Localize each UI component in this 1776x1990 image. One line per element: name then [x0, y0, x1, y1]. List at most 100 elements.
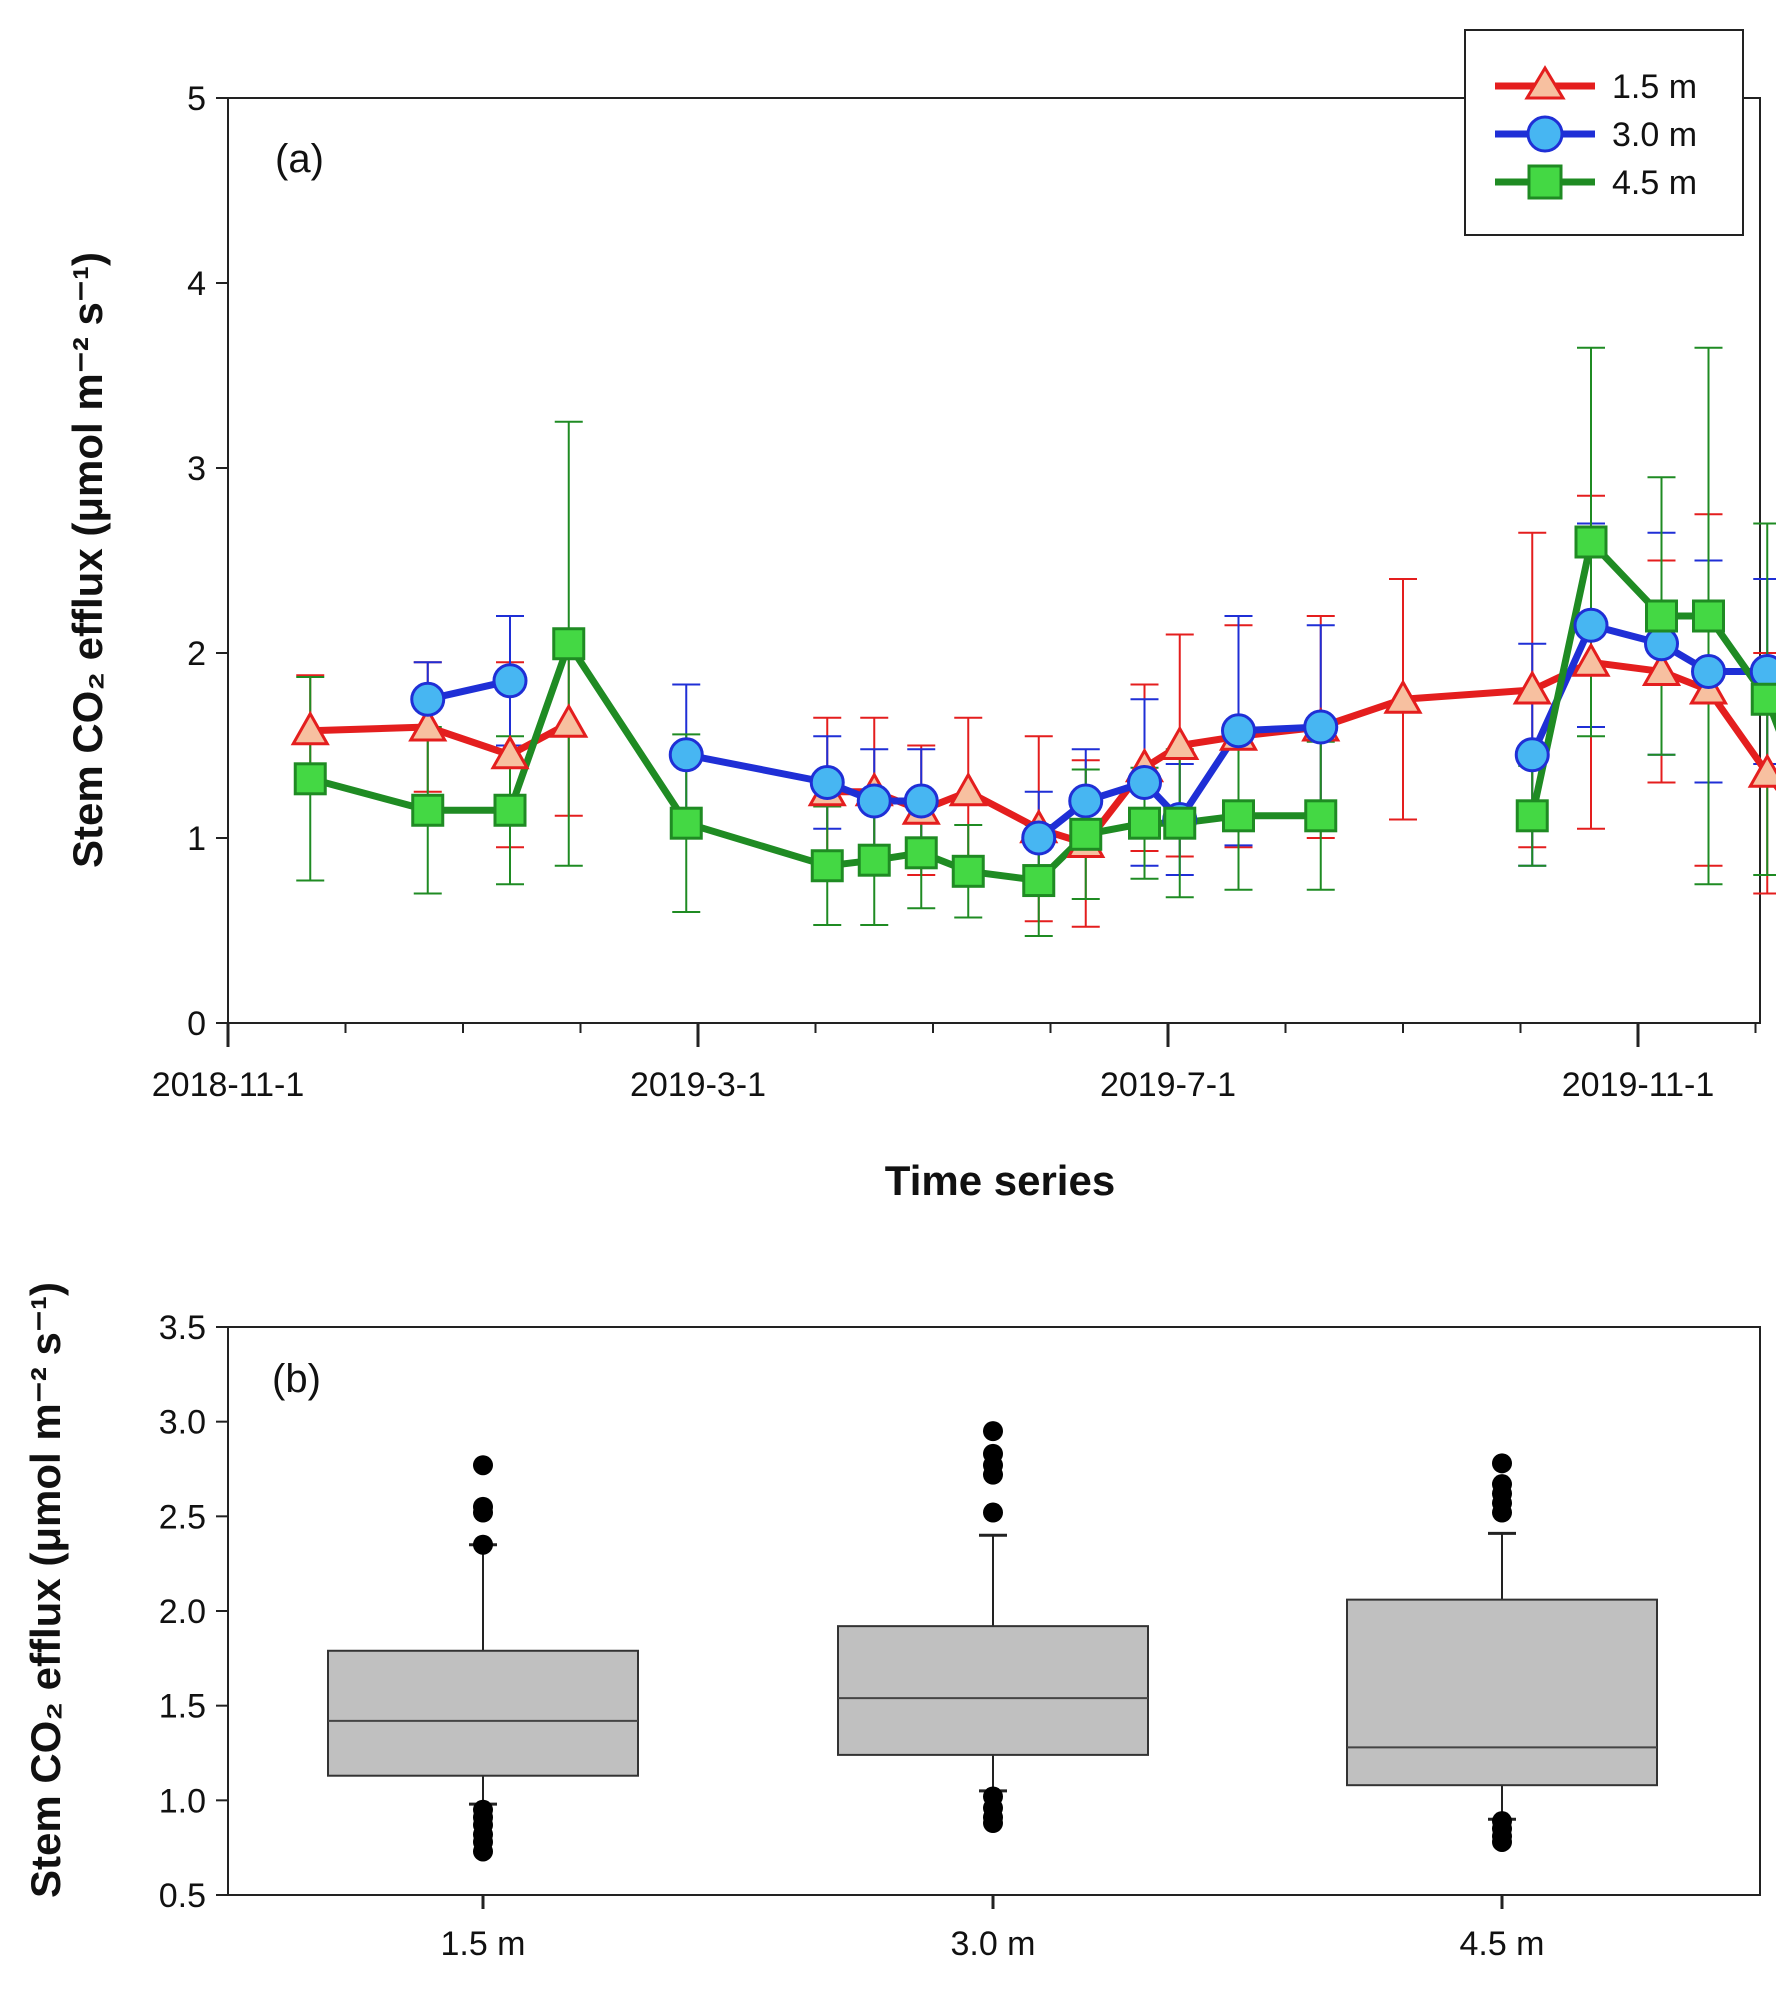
data-point-circle: [809, 765, 845, 800]
outlier-point: [1492, 1453, 1512, 1474]
panel-b-x-ticks: 1.5 m 3.0 m 4.5 m: [440, 1895, 1545, 1963]
data-point-square: [552, 627, 586, 661]
y-tick-label: 1: [187, 820, 206, 858]
legend-marker-circle: [1526, 115, 1564, 153]
x-tick-label: 2019-3-1: [630, 1066, 766, 1104]
y-tick-label: 2.0: [159, 1593, 206, 1631]
outlier-point: [983, 1464, 1003, 1485]
panel-a-y-axis-title: Stem CO₂ efflux (μmol m⁻² s⁻¹): [64, 252, 111, 868]
data-point-square: [293, 762, 327, 796]
panel-a-y-ticks: 0 1 2 3 4 5: [187, 80, 228, 1043]
data-point-square: [904, 836, 938, 870]
box-1-5-m: [327, 1649, 639, 1777]
panel-a-x-ticks: 2018-11-12019-3-12019-7-12019-11-12020-3…: [152, 1023, 1757, 1104]
panel-a-label: (a): [275, 137, 324, 181]
legend-marker-triangle: [1524, 65, 1566, 100]
data-point-triangle: [490, 734, 530, 770]
data-point-square: [1128, 806, 1161, 840]
outlier-point: [473, 1534, 493, 1555]
x-tick-label: 2019-11-1: [1562, 1066, 1715, 1104]
panel-a-time-series: 0 1 2 3 4 5 2018-11-1 2019-3-1 2019-7-1 2019-11-…: [64, 29, 1776, 1204]
y-tick-label: 2: [187, 635, 206, 673]
legend-label-3-0m: 3.0 m: [1612, 116, 1697, 154]
outlier-point: [983, 1502, 1003, 1523]
data-point-triangle: [408, 706, 448, 742]
series-line-4-5-m: [309, 640, 1321, 884]
data-point-square: [1222, 799, 1255, 833]
panel-b-label: (b): [272, 1357, 321, 1401]
outlier-point: [1492, 1502, 1512, 1523]
data-point-triangle: [1641, 651, 1682, 686]
y-tick-label: 1.5: [159, 1688, 206, 1726]
data-point-square: [1022, 864, 1056, 898]
x-tick-label: 4.5 m: [1459, 1925, 1544, 1963]
data-point-circle: [410, 681, 446, 717]
data-point-circle: [1221, 713, 1256, 749]
data-point-circle: [1068, 783, 1104, 819]
data-point-circle: [1127, 765, 1162, 800]
legend-label-4-5m: 4.5 m: [1612, 164, 1697, 202]
data-point-square: [1574, 525, 1608, 559]
x-tick-label: 2019-7-1: [1100, 1066, 1236, 1104]
data-point-square: [669, 806, 703, 840]
data-point-square: [411, 793, 445, 827]
panel-a-x-axis-title: Time series: [885, 1157, 1115, 1204]
outlier-point: [983, 1421, 1003, 1442]
panel-b-y-axis-title: Stem CO₂ efflux (μmol m⁻² s⁻¹): [22, 1282, 69, 1898]
y-tick-label: 5: [187, 80, 206, 118]
series-line-3-0-m: [685, 751, 922, 805]
legend-marker-square: [1527, 164, 1563, 200]
data-point-square: [951, 854, 985, 888]
data-point-square: [493, 793, 527, 827]
panel-a-plot-frame: [227, 97, 1761, 1024]
data-point-square: [810, 849, 844, 883]
panel-b-y-ticks: 0.5 1.0 1.5 2.0 2.5 3.0 3.5: [159, 1309, 228, 1915]
series-line-1-5-m: [310, 720, 571, 759]
outlier-point: [1492, 1831, 1512, 1852]
y-tick-label: 1.0: [159, 1782, 206, 1820]
data-point-circle: [1644, 626, 1679, 662]
box-3-0-m: [837, 1625, 1149, 1756]
data-point-circle: [1749, 654, 1776, 689]
outlier-point: [473, 1455, 493, 1476]
legend-label-1-5m: 1.5 m: [1612, 68, 1697, 106]
x-tick-label: 1.5 m: [440, 1925, 525, 1963]
data-point-circle: [1303, 709, 1339, 745]
y-tick-label: 2.5: [159, 1498, 206, 1536]
panel-a-legend: 1.5 m 3.0 m 4.5 m: [1464, 29, 1744, 236]
y-tick-label: 3: [187, 450, 206, 488]
data-point-circle: [856, 783, 892, 819]
panel-a-series-markers: [290, 525, 1776, 898]
data-point-triangle: [549, 703, 589, 738]
box-4-5-m: [1346, 1598, 1658, 1787]
data-point-triangle: [1747, 753, 1776, 788]
data-point-triangle: [290, 710, 330, 746]
data-point-triangle: [1383, 679, 1423, 714]
data-point-circle: [1514, 737, 1550, 773]
x-tick-label: 2018-11-1: [152, 1066, 305, 1104]
x-tick-label: 3.0 m: [950, 1925, 1035, 1963]
data-point-triangle: [1160, 725, 1200, 760]
data-point-circle: [668, 737, 704, 773]
outlier-point: [473, 1502, 493, 1523]
data-point-square: [1069, 817, 1103, 851]
data-point-circle: [1691, 654, 1726, 689]
y-tick-label: 4: [187, 265, 206, 303]
data-point-square: [1645, 599, 1678, 633]
outlier-point: [473, 1841, 493, 1862]
data-point-square: [1163, 806, 1197, 840]
series-line-1-5-m: [827, 658, 1776, 847]
y-tick-label: 3.5: [159, 1309, 206, 1347]
data-point-square: [1692, 599, 1725, 633]
data-point-circle: [1021, 820, 1057, 856]
data-point-square: [857, 843, 891, 877]
panel-b-boxes: [327, 1421, 1658, 1862]
data-point-square: [1515, 799, 1549, 833]
data-point-triangle: [1571, 642, 1611, 677]
data-point-square: [1750, 682, 1776, 716]
data-point-circle: [1573, 607, 1609, 643]
data-point-triangle: [948, 771, 988, 807]
y-tick-label: 0: [187, 1005, 206, 1043]
panel-b-box-plot: 0.5 1.0 1.5 2.0 2.5 3.0 3.5 1.5 m 3.0 m 4.5 m (b…: [22, 1282, 1761, 1963]
